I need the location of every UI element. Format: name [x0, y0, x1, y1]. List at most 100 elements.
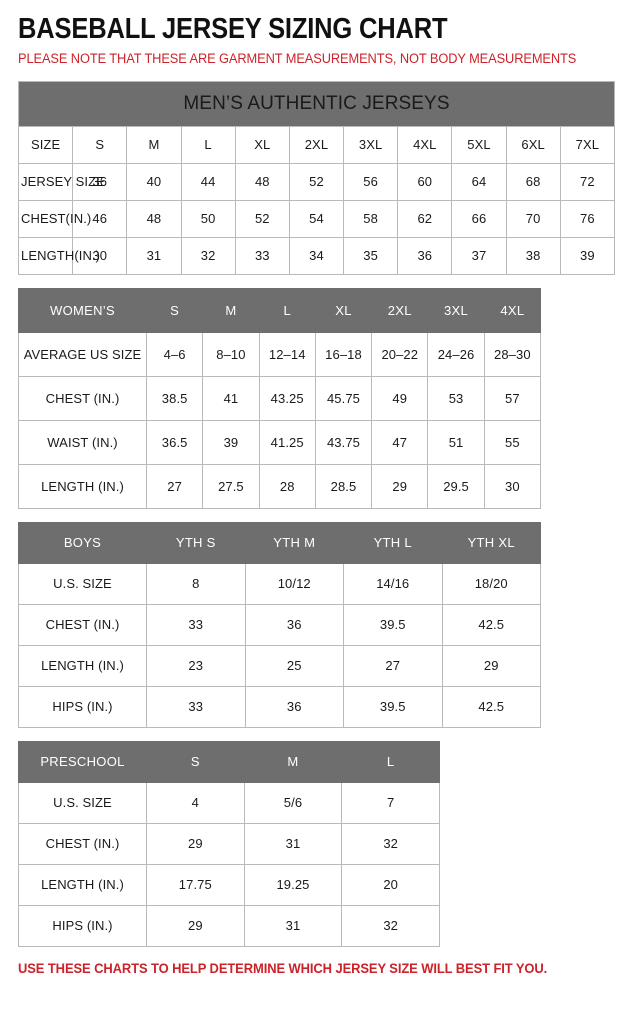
row-header-label: CHEST (IN.): [18, 822, 147, 865]
measurement-cell: 39: [559, 236, 616, 275]
table-row: CHEST (IN.) 38.5 41 43.25 45.75 49 53 57: [18, 375, 542, 421]
measurement-cell: 29: [146, 904, 245, 947]
column-header-label: SIZE: [17, 125, 74, 164]
measurement-cell: 43.75: [314, 419, 373, 465]
preschool-sizing-table: PRESCHOOL S M L U.S. SIZE 4 5/6 7 CHEST (IN.) 29 3…: [18, 740, 440, 947]
measurement-cell: 23: [146, 644, 246, 687]
row-header-label: HIPS (IN.): [18, 685, 147, 728]
mens-table-body: MEN’S AUTHENTIC JERSEYS SIZE S M L XL 2XL 3XL 4X…: [17, 80, 616, 275]
column-header-size: M: [202, 287, 260, 333]
measurement-cell: 36: [397, 236, 453, 275]
measurement-cell: 56: [343, 162, 399, 201]
measurement-cell: 4–6: [145, 331, 204, 377]
measurement-cell: 45.75: [314, 375, 373, 421]
measurement-cell: 47: [371, 419, 429, 465]
row-header-label: LENGTH (IN.): [18, 463, 147, 509]
measurement-cell: 7: [341, 781, 440, 824]
measurement-cell: 40: [126, 162, 182, 201]
row-header-label: AVERAGE US SIZE: [18, 331, 147, 377]
measurement-cell: 19.25: [243, 863, 343, 906]
table-header-row: BOYS YTH S YTH M YTH L YTH XL: [18, 521, 541, 564]
table-row: LENGTH (IN.) 23 25 27 29: [18, 644, 541, 687]
table-row: LENGTH (IN.) 17.75 19.25 20: [18, 863, 440, 906]
boys-sizing-table: BOYS YTH S YTH M YTH L YTH XL U.S. SIZE 8 10/12…: [18, 521, 541, 728]
measurement-cell: 44: [180, 162, 236, 201]
measurement-cell: 33: [146, 685, 246, 728]
measurement-cell: 52: [288, 162, 345, 201]
column-header-size: 3XL: [427, 287, 485, 333]
womens-table-body: WOMEN’S S M L XL 2XL 3XL 4XL AVERAGE US SIZE 4–6 8…: [18, 287, 542, 509]
measurement-cell: 36: [244, 603, 344, 646]
measurement-cell: 62: [397, 199, 453, 238]
table-row: JERSEY SIZE 36 40 44 48 52 56 60 64 68 72: [17, 162, 616, 201]
row-header-label: HIPS (IN.): [18, 904, 147, 947]
measurement-cell: 55: [483, 419, 542, 465]
column-header-size: 2XL: [288, 125, 345, 164]
measurement-cell: 27: [145, 463, 204, 509]
measurement-cell: 31: [243, 904, 343, 947]
measurement-cell: 36.5: [145, 419, 204, 465]
table-row: U.S. SIZE 4 5/6 7: [18, 781, 440, 824]
measurement-cell: 64: [451, 162, 507, 201]
measurement-cell: 4: [146, 781, 245, 824]
column-header-size: XL: [234, 125, 290, 164]
measurement-cell: 57: [483, 375, 542, 421]
table-row: WAIST (IN.) 36.5 39 41.25 43.75 47 51 55: [18, 419, 542, 465]
column-header-size: M: [126, 125, 182, 164]
measurement-cell: 42.5: [441, 603, 541, 646]
row-header-label: CHEST(IN.): [17, 199, 91, 238]
table-row: U.S. SIZE 8 10/12 14/16 18/20: [18, 562, 541, 605]
measurement-cell: 66: [451, 199, 507, 238]
row-header-label: WAIST (IN.): [18, 419, 147, 465]
measurement-cell: 34: [288, 236, 345, 275]
measurement-cell: 39.5: [343, 685, 443, 728]
measurement-cell: 42.5: [441, 685, 541, 728]
measurement-cell: 58: [343, 199, 399, 238]
measurement-cell: 8–10: [202, 331, 260, 377]
measurement-cell: 41: [202, 375, 260, 421]
measurement-cell: 29.5: [427, 463, 485, 509]
measurement-cell: 29: [146, 822, 245, 865]
measurement-cell: 33: [234, 236, 290, 275]
table-row: LENGTH (IN.) 27 27.5 28 28.5 29 29.5 30: [18, 463, 542, 509]
table-row: LENGTH(IN.) 30 31 32 33 34 35 36 37 38 39: [17, 236, 616, 275]
measurement-cell: 28–30: [483, 331, 542, 377]
column-header-size: YTH L: [343, 521, 443, 564]
column-header-size: 6XL: [505, 125, 561, 164]
measurement-cell: 17.75: [146, 863, 245, 906]
column-header-label: WOMEN’S: [18, 287, 147, 333]
column-header-size: 5XL: [451, 125, 507, 164]
measurement-cell: 38.5: [145, 375, 204, 421]
measurement-cell: 28.5: [314, 463, 373, 509]
measurement-cell: 38: [505, 236, 561, 275]
boys-table-body: BOYS YTH S YTH M YTH L YTH XL U.S. SIZE 8 10/12…: [18, 521, 541, 728]
table-row: CHEST (IN.) 33 36 39.5 42.5: [18, 603, 541, 646]
measurement-cell: 37: [451, 236, 507, 275]
measurement-cell: 20: [341, 863, 440, 906]
row-header-label: U.S. SIZE: [18, 562, 147, 605]
row-header-label: JERSEY SIZE: [17, 162, 105, 201]
row-header-label: LENGTH (IN.): [18, 863, 147, 906]
table-banner-label: MEN’S AUTHENTIC JERSEYS: [18, 80, 615, 127]
measurement-cell: 72: [559, 162, 616, 201]
measurement-cell: 48: [126, 199, 182, 238]
column-header-size: L: [341, 740, 440, 783]
measurement-disclaimer: PLEASE NOTE THAT THESE ARE GARMENT MEASU…: [18, 51, 577, 66]
column-header-size: 7XL: [559, 125, 616, 164]
measurement-cell: 53: [427, 375, 485, 421]
column-header-size: M: [243, 740, 343, 783]
table-row: CHEST (IN.) 29 31 32: [18, 822, 440, 865]
measurement-cell: 49: [371, 375, 429, 421]
measurement-cell: 54: [288, 199, 345, 238]
row-header-label: U.S. SIZE: [18, 781, 147, 824]
measurement-cell: 46: [72, 199, 128, 238]
measurement-cell: 32: [341, 822, 440, 865]
table-header-row: PRESCHOOL S M L: [18, 740, 440, 783]
column-header-size: 4XL: [397, 125, 453, 164]
column-header-size: S: [145, 287, 204, 333]
measurement-cell: 31: [126, 236, 182, 275]
mens-sizing-table: MEN’S AUTHENTIC JERSEYS SIZE S M L XL 2XL 3XL 4X…: [17, 80, 616, 275]
footer-note: USE THESE CHARTS TO HELP DETERMINE WHICH…: [18, 960, 548, 976]
column-header-size: YTH M: [244, 521, 344, 564]
